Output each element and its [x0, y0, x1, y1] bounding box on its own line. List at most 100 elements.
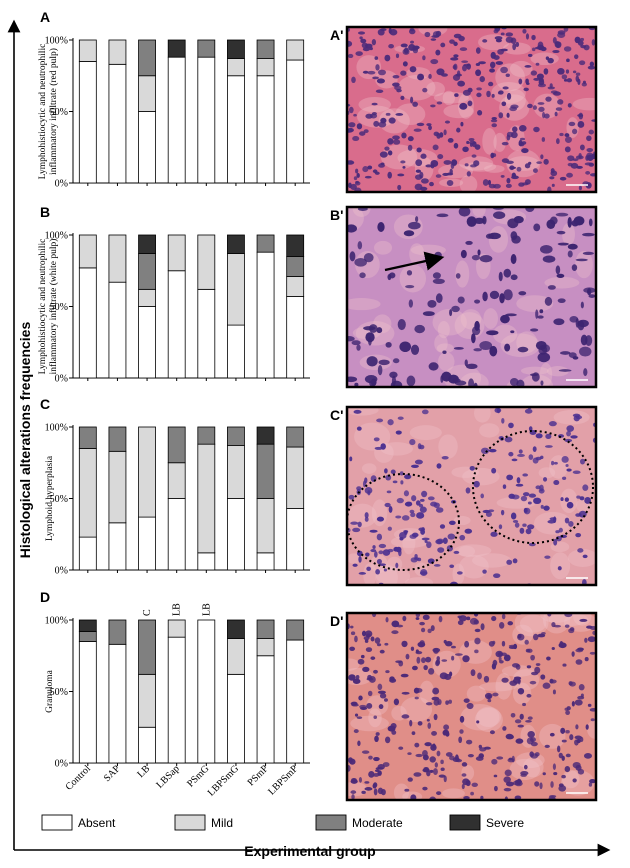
cell-nucleus [522, 492, 530, 497]
bar-annotation: LB [172, 603, 183, 616]
cell-nucleus [564, 624, 570, 628]
cell-nucleus [478, 61, 486, 65]
cell-nucleus [551, 183, 555, 187]
cell-nucleus [474, 628, 481, 633]
cell-nucleus [364, 175, 372, 179]
bar-segment-mild [138, 426, 156, 518]
cell-nucleus [473, 348, 482, 352]
cell-nucleus [402, 165, 406, 169]
cell-nucleus [555, 41, 562, 49]
cell-nucleus [551, 460, 555, 466]
cell-nucleus [448, 520, 456, 525]
cell-nucleus [465, 363, 478, 370]
cell-nucleus [472, 326, 481, 336]
cell-nucleus [544, 445, 553, 448]
cell-nucleus [412, 45, 420, 50]
cell-nucleus [489, 345, 498, 357]
cell-nucleus [520, 773, 527, 777]
cell-nucleus [419, 503, 424, 508]
tissue-blotch [432, 308, 467, 336]
cell-nucleus [564, 146, 571, 153]
cell-nucleus [534, 781, 540, 787]
cell-nucleus [461, 783, 465, 790]
tissue-blotch [530, 52, 559, 66]
bar-segment-absent [108, 63, 127, 184]
cell-nucleus [497, 652, 503, 657]
cell-nucleus [421, 490, 428, 498]
tissue-blotch [502, 42, 531, 55]
cell-nucleus [514, 522, 520, 528]
cell-nucleus [566, 172, 573, 178]
cell-nucleus [562, 476, 567, 480]
tissue-blotch [472, 207, 486, 218]
cell-nucleus [388, 44, 394, 49]
bar-segment-absent [78, 536, 97, 571]
cell-nucleus [430, 501, 438, 507]
cell-nucleus [555, 265, 561, 275]
tissue-blotch [500, 333, 541, 358]
cell-nucleus [398, 660, 404, 667]
cell-nucleus [573, 415, 580, 422]
cell-nucleus [491, 117, 497, 120]
cell-nucleus [557, 99, 564, 105]
cell-nucleus [356, 123, 363, 130]
cell-nucleus [479, 341, 493, 351]
cell-nucleus [430, 58, 439, 65]
cell-nucleus [536, 161, 543, 164]
cell-nucleus [420, 568, 428, 576]
cell-nucleus [582, 232, 595, 237]
bar-segment-moderate [197, 39, 216, 58]
cell-nucleus [453, 346, 464, 350]
cell-nucleus [522, 523, 527, 527]
tissue-blotch [561, 769, 580, 789]
bar-segment-moderate [286, 426, 305, 448]
cell-nucleus [566, 430, 571, 437]
cell-nucleus [506, 112, 510, 118]
cell-nucleus [565, 753, 571, 758]
cell-nucleus [404, 788, 410, 792]
cell-nucleus [476, 720, 480, 724]
cell-nucleus [467, 87, 473, 93]
cell-nucleus [361, 630, 367, 637]
cell-nucleus [443, 724, 450, 731]
tissue-blotch [575, 251, 593, 279]
cell-nucleus [491, 123, 497, 128]
cell-nucleus [468, 137, 475, 142]
tissue-blotch [501, 665, 536, 677]
cell-nucleus [589, 779, 596, 784]
cell-nucleus [580, 44, 587, 49]
cell-nucleus [485, 233, 494, 239]
cell-nucleus [554, 111, 558, 117]
cell-nucleus [526, 82, 530, 85]
cell-nucleus [581, 82, 587, 87]
cell-nucleus [397, 416, 404, 420]
cell-nucleus [413, 772, 422, 777]
cell-nucleus [493, 211, 506, 219]
cell-nucleus [385, 341, 392, 348]
cell-nucleus [466, 140, 470, 145]
y-axis-label-line: Lymphohistiocytic and neutrophilic [38, 239, 48, 375]
cell-nucleus [376, 327, 383, 334]
cell-nucleus [441, 455, 449, 460]
cell-nucleus [564, 133, 570, 138]
cell-nucleus [350, 790, 357, 794]
cell-nucleus [561, 739, 567, 743]
cell-nucleus [424, 31, 431, 38]
pointer-arrow [384, 251, 445, 272]
cell-nucleus [553, 461, 558, 465]
cell-nucleus [565, 710, 571, 716]
cell-nucleus [571, 701, 575, 707]
cell-nucleus [588, 218, 593, 227]
tissue-blotch [393, 783, 410, 800]
cell-nucleus [550, 781, 554, 788]
cell-nucleus [422, 55, 426, 61]
cell-nucleus [356, 344, 361, 351]
cell-nucleus [512, 678, 521, 684]
tissue-blotch [436, 343, 454, 354]
tissue-blotch [516, 295, 554, 313]
tissue-blotch [567, 549, 596, 567]
cell-nucleus [568, 681, 573, 686]
cell-nucleus [404, 501, 413, 507]
cell-nucleus [522, 702, 527, 707]
chart-panel-B: B 0% 50% 100%Lymphohistiocytic and neutroph… [38, 204, 310, 385]
